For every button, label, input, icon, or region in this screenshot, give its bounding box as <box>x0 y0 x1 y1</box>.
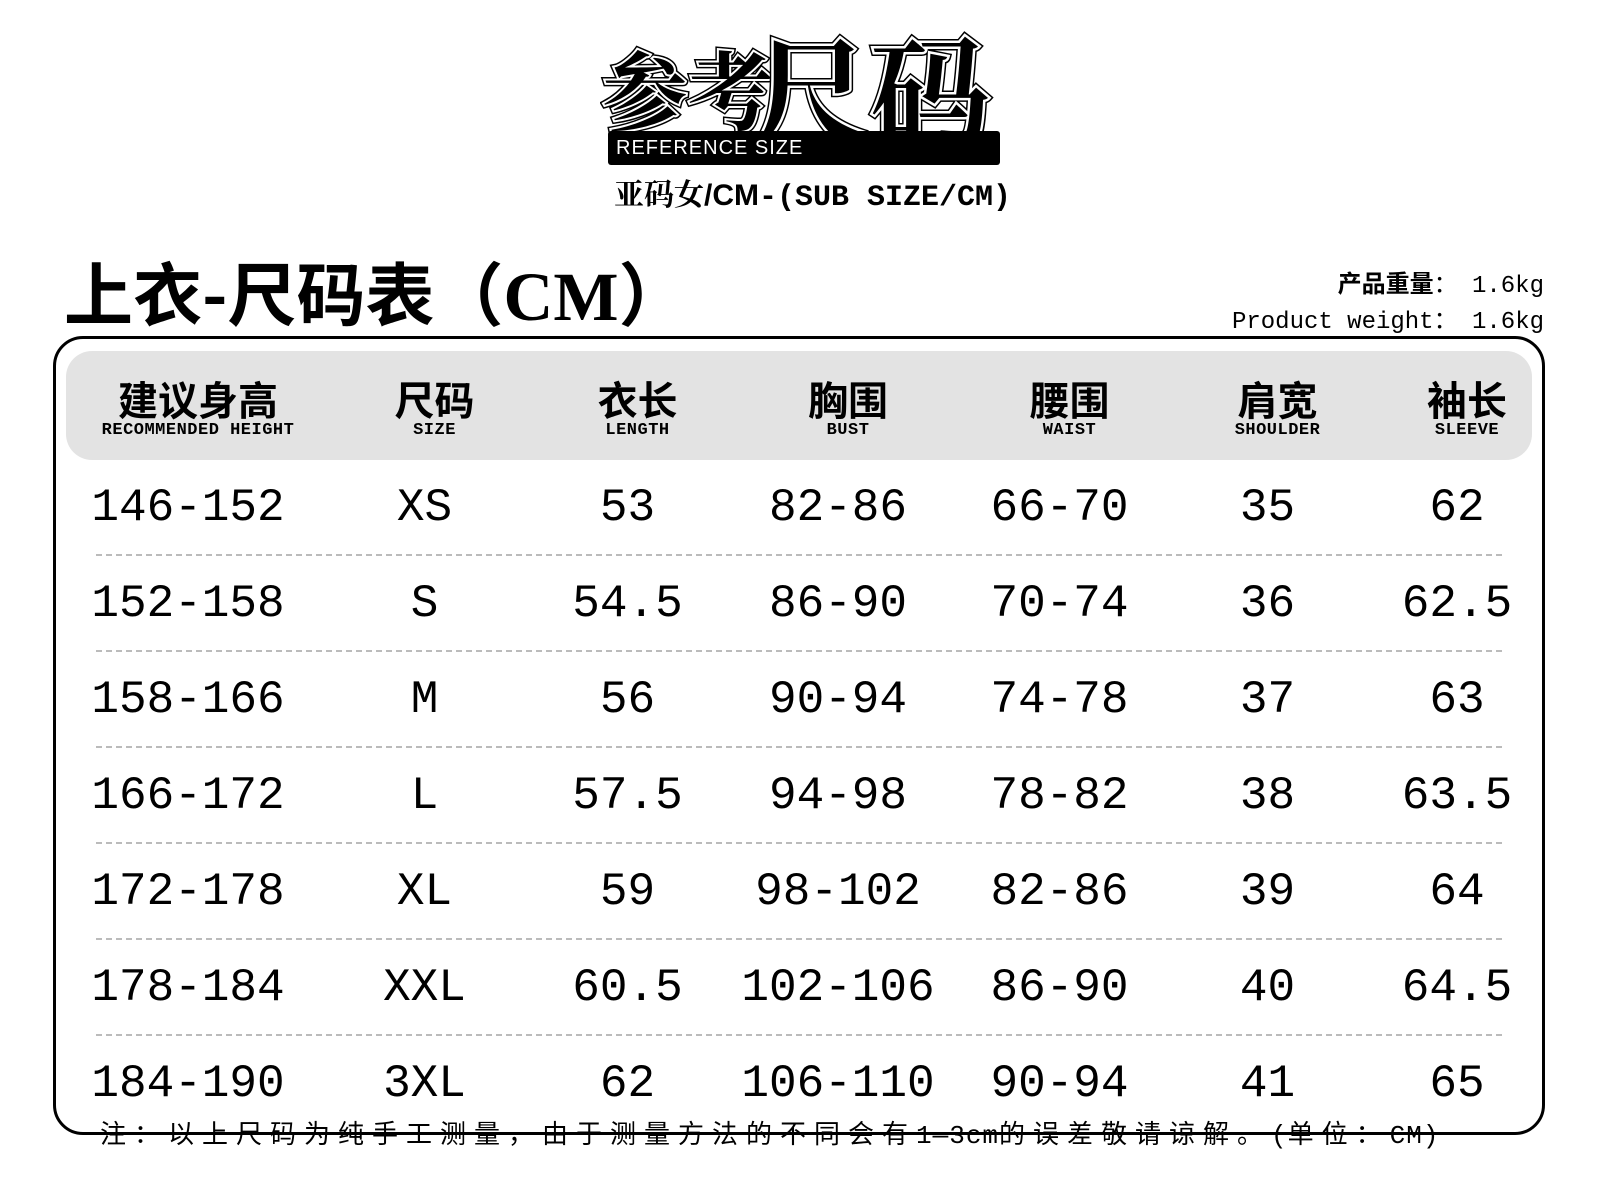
svg-text:参考: 参考 <box>602 24 774 148</box>
